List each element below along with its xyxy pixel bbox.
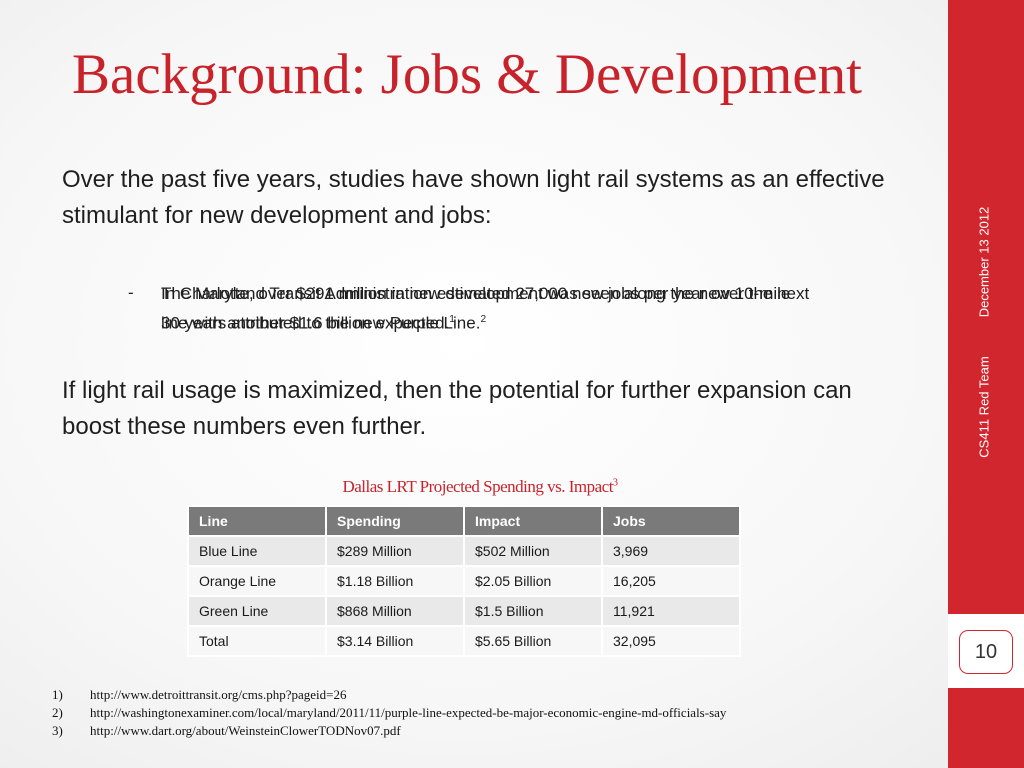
footnote-number: 3) [52, 723, 63, 738]
cell-jobs: 32,095 [601, 625, 741, 657]
bullet-charlotte-text: In Charlotte, over $291 million in new d… [161, 284, 791, 333]
slide-title: Background: Jobs & Development [72, 43, 862, 106]
cell-spending: $3.14 Billion [325, 625, 465, 657]
table-row: Blue Line $289 Million $502 Million 3,96… [187, 535, 741, 567]
intro-paragraph: Over the past five years, studies have s… [62, 166, 885, 229]
header-jobs: Jobs [601, 505, 741, 537]
cell-impact: $2.05 Billion [463, 565, 603, 597]
header-spending: Spending [325, 505, 465, 537]
bullet-maryland: The Maryland Transit Administration esti… [161, 281, 821, 337]
cell-jobs: 16,205 [601, 565, 741, 597]
cell-spending: $868 Million [325, 595, 465, 627]
cell-line: Blue Line [187, 535, 327, 567]
page-number-badge [948, 614, 1024, 688]
table-caption-text: Dallas LRT Projected Spending vs. Impact [342, 477, 613, 496]
table-header-row: Line Spending Impact Jobs [187, 505, 741, 537]
conclusion-paragraph: If light rail usage is maximized, then t… [62, 377, 852, 440]
footnote-ref-1: 1 [449, 314, 455, 325]
footnotes-list: 1) http://www.detroittransit.org/cms.php?… [52, 686, 726, 740]
team-label: CS411 Red Team [976, 356, 992, 458]
footnote-ref-2: 2 [480, 314, 487, 325]
page-number: 10 [974, 640, 998, 663]
spending-impact-table: Line Spending Impact Jobs Blue Line $289… [187, 505, 741, 657]
cell-jobs: 3,969 [601, 535, 741, 567]
table-row: Green Line $868 Million $1.5 Billion 11,… [187, 595, 741, 627]
footnote-number: 1) [52, 687, 63, 702]
footnote-item: 2) http://washingtonexaminer.com/local/ma… [52, 704, 726, 722]
cell-jobs: 11,921 [601, 595, 741, 627]
table-caption: Dallas LRT Projected Spending vs. Impact… [300, 477, 660, 497]
header-line: Line [187, 505, 327, 537]
slide-date: December 13 2012 [976, 206, 992, 318]
footnote-link[interactable]: http://www.dart.org/about/WeinsteinClowe… [90, 723, 401, 738]
header-impact: Impact [463, 505, 603, 537]
table-row: Total $3.14 Billion $5.65 Billion 32,095 [187, 625, 741, 657]
cell-impact: $1.5 Billion [463, 595, 603, 627]
footnote-item: 3) http://www.dart.org/about/WeinsteinClo… [52, 722, 726, 740]
cell-line: Green Line [187, 595, 327, 627]
footnote-number: 2) [52, 705, 63, 720]
cell-spending: $289 Million [325, 535, 465, 567]
bullet-marker: - [128, 283, 134, 302]
footnote-link[interactable]: http://www.detroittransit.org/cms.php?pa… [90, 687, 347, 702]
cell-spending: $1.18 Billion [325, 565, 465, 597]
footnote-link[interactable]: http://washingtonexaminer.com/local/mary… [90, 705, 727, 720]
bullet-charlotte: In Charlotte, over $291 million in new d… [161, 281, 821, 337]
cell-line: Total [187, 625, 327, 657]
footnote-item: 1) http://www.detroittransit.org/cms.php?… [52, 686, 726, 704]
cell-impact: $5.65 Billion [463, 625, 603, 657]
bullet-maryland-text: The Maryland Transit Administration esti… [161, 284, 810, 333]
table-row: Orange Line $1.18 Billion $2.05 Billion … [187, 565, 741, 597]
page-number-frame: 10 [959, 630, 1013, 674]
footnote-ref-3: 3 [612, 477, 618, 489]
cell-line: Orange Line [187, 565, 327, 597]
cell-impact: $502 Million [463, 535, 603, 567]
